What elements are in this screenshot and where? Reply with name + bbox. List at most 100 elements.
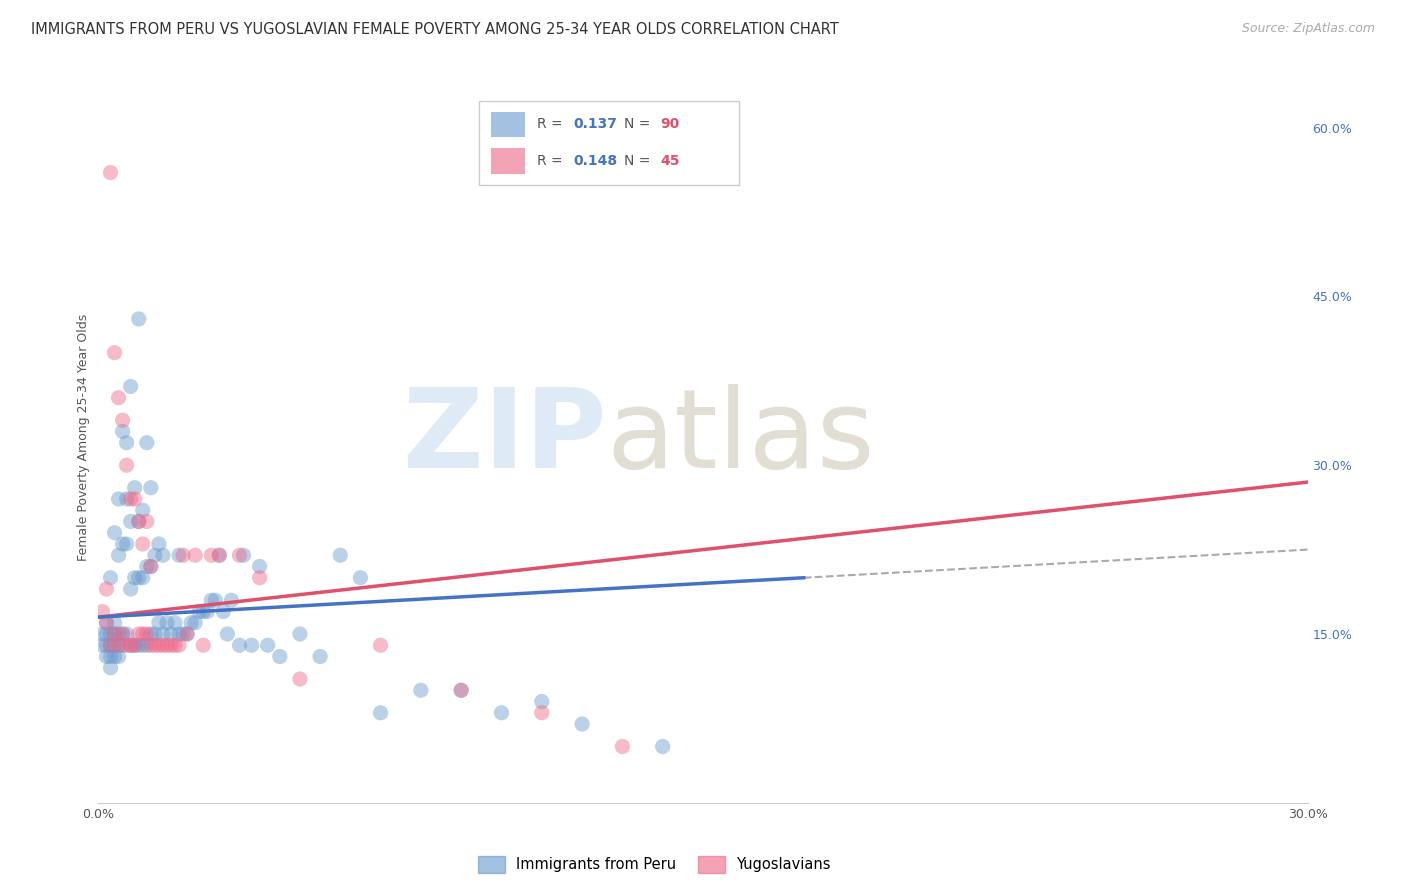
Point <box>148 537 170 551</box>
Point <box>256 638 278 652</box>
Point <box>139 627 162 641</box>
Point <box>128 515 150 529</box>
Point <box>91 627 114 641</box>
Point <box>111 638 134 652</box>
Point <box>111 537 134 551</box>
Text: 45: 45 <box>661 153 681 168</box>
Y-axis label: Female Poverty Among 25-34 Year Olds: Female Poverty Among 25-34 Year Olds <box>77 313 90 561</box>
Point <box>208 548 231 562</box>
Point <box>91 638 114 652</box>
Point <box>124 638 146 652</box>
Point <box>96 615 118 630</box>
Point <box>152 548 174 562</box>
Point <box>96 582 118 596</box>
Point <box>139 559 162 574</box>
Point <box>124 481 146 495</box>
Point <box>128 638 150 652</box>
Point <box>160 638 183 652</box>
Point <box>132 638 155 652</box>
Point <box>107 649 129 664</box>
Text: atlas: atlas <box>606 384 875 491</box>
Point <box>249 559 271 574</box>
Point <box>103 525 125 540</box>
Point <box>269 649 291 664</box>
Point <box>111 425 134 439</box>
FancyBboxPatch shape <box>479 101 740 185</box>
Point <box>103 638 125 652</box>
Point <box>208 548 231 562</box>
Point <box>163 615 186 630</box>
Point <box>115 537 138 551</box>
Point <box>128 312 150 326</box>
Point <box>120 638 142 652</box>
Point <box>143 638 166 652</box>
Point <box>128 515 150 529</box>
Point <box>409 683 432 698</box>
Point <box>571 717 593 731</box>
Point <box>651 739 673 754</box>
Point <box>139 638 162 652</box>
Text: 90: 90 <box>661 117 681 131</box>
Point <box>167 638 190 652</box>
Point <box>91 605 114 619</box>
Point <box>156 638 179 652</box>
Point <box>120 582 142 596</box>
Point <box>103 627 125 641</box>
Point <box>176 627 198 641</box>
Bar <box>492 148 526 174</box>
Point <box>200 593 222 607</box>
Text: Source: ZipAtlas.com: Source: ZipAtlas.com <box>1241 22 1375 36</box>
Point <box>221 593 243 607</box>
Point <box>107 391 129 405</box>
Point <box>491 706 513 720</box>
Point <box>103 627 125 641</box>
Point <box>217 627 239 641</box>
Point <box>132 571 155 585</box>
Text: IMMIGRANTS FROM PERU VS YUGOSLAVIAN FEMALE POVERTY AMONG 25-34 YEAR OLDS CORRELA: IMMIGRANTS FROM PERU VS YUGOSLAVIAN FEMA… <box>31 22 839 37</box>
Point <box>107 638 129 652</box>
Point <box>180 615 202 630</box>
Point <box>135 435 157 450</box>
Point <box>188 605 211 619</box>
Point <box>329 548 352 562</box>
Point <box>111 413 134 427</box>
Point <box>124 638 146 652</box>
Text: N =: N = <box>624 117 655 131</box>
Point <box>100 649 122 664</box>
Point <box>100 627 122 641</box>
Point <box>167 627 190 641</box>
Point <box>288 672 311 686</box>
Point <box>232 548 254 562</box>
Point <box>148 638 170 652</box>
Point <box>124 571 146 585</box>
Point <box>152 638 174 652</box>
Point <box>184 548 207 562</box>
Point <box>228 548 250 562</box>
Point <box>176 627 198 641</box>
Point <box>349 571 371 585</box>
Point <box>115 638 138 652</box>
Point <box>240 638 263 652</box>
Point <box>132 503 155 517</box>
Point <box>115 627 138 641</box>
Point <box>612 739 634 754</box>
Text: R =: R = <box>537 153 568 168</box>
Point <box>132 627 155 641</box>
Point <box>100 571 122 585</box>
Point <box>135 559 157 574</box>
Point <box>163 638 186 652</box>
Text: 0.148: 0.148 <box>574 153 617 168</box>
Point <box>204 593 226 607</box>
Point <box>193 638 215 652</box>
Point <box>107 548 129 562</box>
Point <box>309 649 332 664</box>
Point <box>160 627 183 641</box>
Legend: Immigrants from Peru, Yugoslavians: Immigrants from Peru, Yugoslavians <box>472 850 837 879</box>
Point <box>107 638 129 652</box>
Point <box>124 491 146 506</box>
Point <box>96 615 118 630</box>
Point <box>115 491 138 506</box>
Point <box>450 683 472 698</box>
Point <box>100 661 122 675</box>
Point <box>370 706 392 720</box>
